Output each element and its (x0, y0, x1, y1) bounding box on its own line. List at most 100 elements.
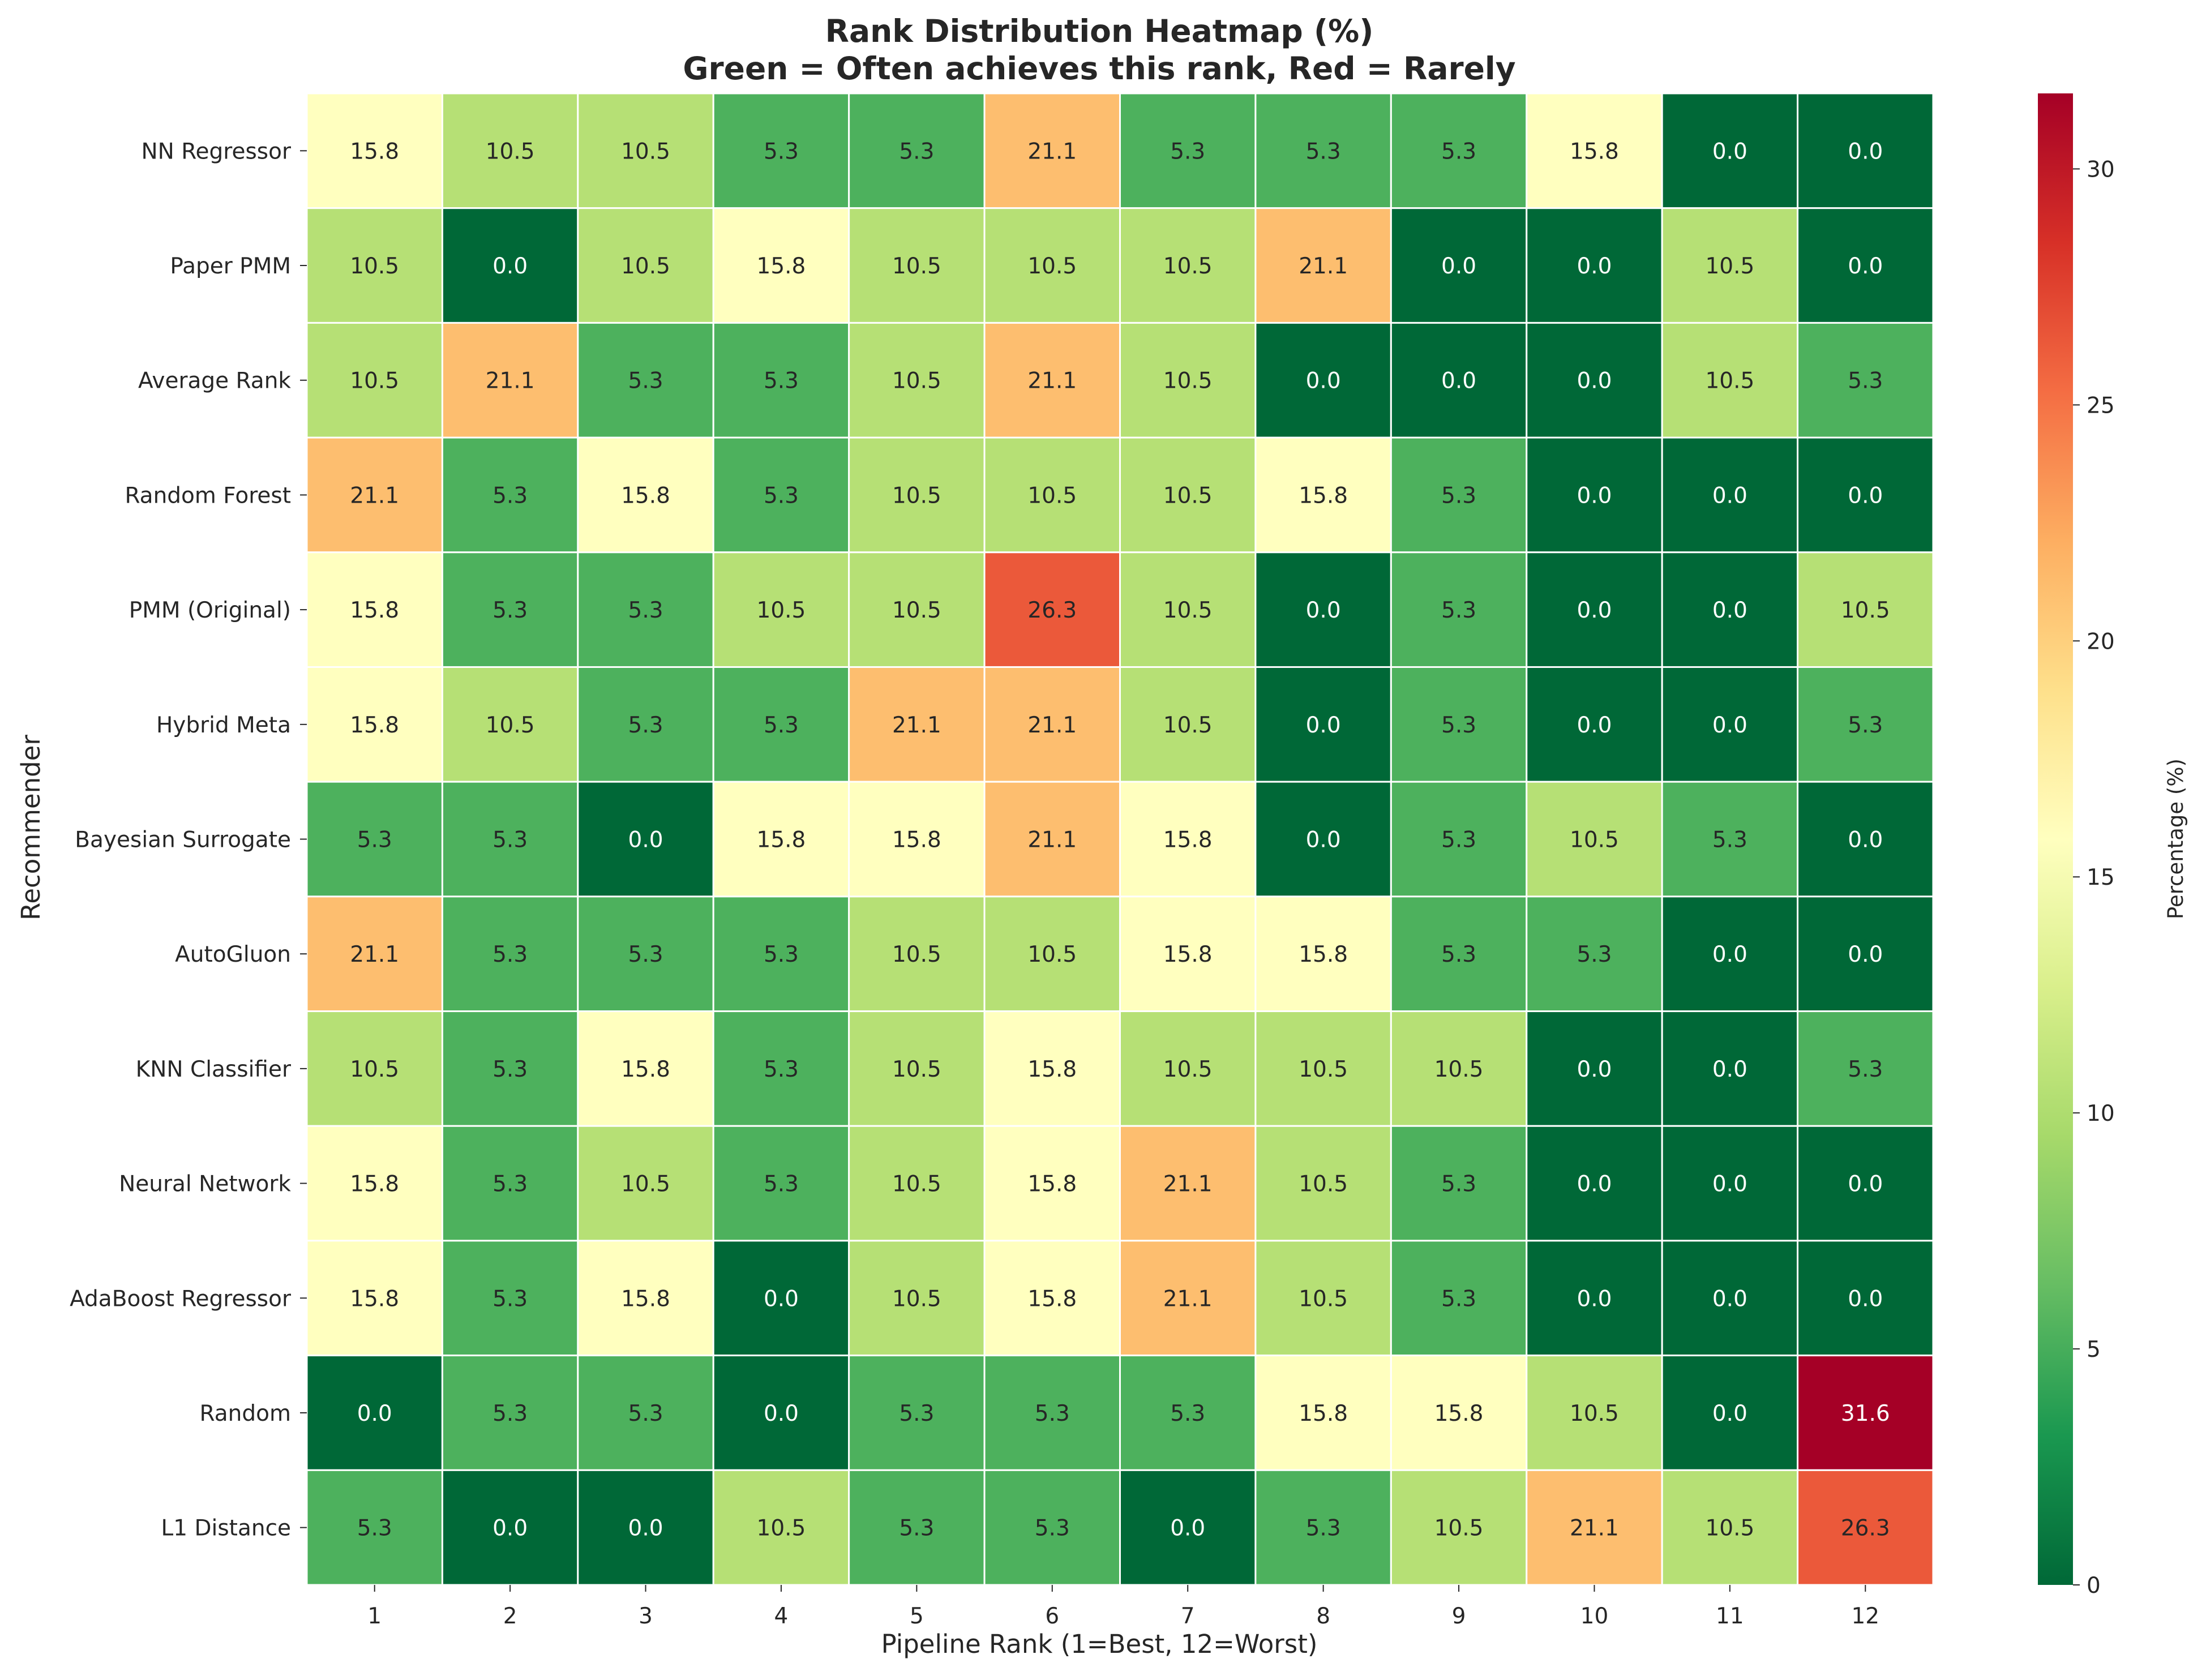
heatmap-cell (1661, 1240, 1799, 1357)
y-tick-label: NN Regressor (141, 139, 292, 164)
heatmap-cell-value: 0.0 (492, 1516, 528, 1541)
x-tick-label: 11 (1716, 1604, 1744, 1629)
heatmap-cell-value: 10.5 (892, 1172, 941, 1197)
heatmap-cell-value: 5.3 (492, 942, 528, 967)
heatmap-cell-value: 0.0 (1577, 713, 1612, 738)
heatmap-cell (1119, 551, 1257, 668)
heatmap-cell-value: 5.3 (492, 598, 528, 623)
heatmap-cell-value: 10.5 (1841, 598, 1890, 623)
heatmap-cell-value: 0.0 (628, 828, 663, 853)
heatmap-cell (983, 92, 1121, 209)
heatmap-cell-value: 0.0 (1441, 368, 1476, 394)
heatmap-cell-value: 15.8 (350, 1172, 399, 1197)
heatmap-cell (1119, 436, 1257, 554)
heatmap-cell (441, 1125, 579, 1242)
heatmap-cell (1119, 666, 1257, 783)
heatmap-cell-value: 15.8 (350, 713, 399, 738)
heatmap-cell (1254, 1125, 1392, 1242)
heatmap-cell-value: 10.5 (892, 942, 941, 967)
x-tick-label: 4 (774, 1604, 789, 1629)
heatmap-cell-value: 5.3 (1441, 139, 1476, 164)
heatmap-cell-value: 21.1 (1163, 1172, 1213, 1197)
heatmap-cell-value: 5.3 (1441, 483, 1476, 508)
heatmap-cell (983, 1469, 1121, 1586)
heatmap-cell-value: 10.5 (486, 713, 535, 738)
x-tick-label: 8 (1316, 1604, 1330, 1629)
heatmap-cell (848, 551, 986, 668)
heatmap-cell (441, 781, 579, 898)
heatmap-cell (441, 551, 579, 668)
y-tick-label: Average Rank (138, 368, 291, 394)
heatmap-cell-value: 0.0 (1577, 254, 1612, 279)
heatmap-cell-value: 5.3 (1306, 139, 1341, 164)
colorbar-ticks: 0 5 10 15 20 25 30 (2073, 157, 2115, 1598)
heatmap-cell (306, 551, 443, 668)
heatmap-cell (577, 436, 714, 554)
heatmap-cell-value: 0.0 (1848, 1172, 1883, 1197)
heatmap-cell (1661, 436, 1799, 554)
heatmap-cell (1254, 551, 1392, 668)
heatmap-cell-value: 5.3 (764, 1172, 799, 1197)
heatmap-cell-value: 10.5 (1163, 598, 1213, 623)
heatmap-cell-value: 5.3 (1577, 942, 1612, 967)
heatmap-cell-value: 21.1 (350, 942, 399, 967)
heatmap-cell-value: 21.1 (892, 713, 941, 738)
heatmap-cell-value: 15.8 (1027, 1057, 1077, 1082)
heatmap-cell (1797, 207, 1934, 324)
heatmap-cell-value: 5.3 (1848, 713, 1883, 738)
heatmap-cell-value: 15.8 (1299, 483, 1348, 508)
heatmap-cell-value: 5.3 (628, 368, 663, 394)
y-tick-label: AdaBoost Regressor (70, 1286, 292, 1312)
heatmap-cell (1119, 781, 1257, 898)
colorbar-tick-label: 20 (2087, 629, 2115, 654)
heatmap-cell (1797, 1469, 1934, 1586)
heatmap-cell-value: 21.1 (1027, 713, 1077, 738)
heatmap-cell (577, 1355, 714, 1471)
colorbar: 0 5 10 15 20 25 30 Percentage (%) (2038, 93, 2188, 1598)
heatmap-cell-value: 10.5 (892, 1286, 941, 1312)
heatmap-cell-value: 10.5 (892, 368, 941, 394)
heatmap-cell-value: 0.0 (1170, 1516, 1205, 1541)
heatmap-cell (712, 1469, 850, 1586)
heatmap-cell (983, 436, 1121, 554)
heatmap-cell (848, 781, 986, 898)
heatmap-cell-value: 5.3 (764, 713, 799, 738)
heatmap-cell (577, 322, 714, 439)
colorbar-tick-label: 5 (2087, 1337, 2101, 1362)
heatmap-cell (1797, 666, 1934, 783)
heatmap-cell (1661, 322, 1799, 439)
chart-title: Rank Distribution Heatmap (%) Green = Of… (683, 13, 1515, 87)
heatmap-cell (848, 92, 986, 209)
heatmap-cell (1661, 1010, 1799, 1127)
heatmap-cell-value: 10.5 (892, 483, 941, 508)
heatmap-cell-value: 21.1 (1027, 368, 1077, 394)
heatmap-cell-value: 0.0 (1712, 942, 1747, 967)
heatmap-cell (1254, 666, 1392, 783)
heatmap-cell (577, 1469, 714, 1586)
heatmap-cell (306, 1010, 443, 1127)
heatmap-cell-value: 5.3 (764, 139, 799, 164)
x-tick-label: 7 (1181, 1604, 1195, 1629)
heatmap-cell-value: 0.0 (1712, 598, 1747, 623)
heatmap-cell (1797, 895, 1934, 1013)
heatmap-cell-labels: 15.8 10.5 10.5 5.3 5.3 21.1 5.3 5.3 5.3 15.8 0.0 0.… (350, 139, 1890, 1541)
heatmap-cell-value: 0.0 (1848, 828, 1883, 853)
heatmap-cell-value: 21.1 (1163, 1286, 1213, 1312)
heatmap-cell-value: 0.0 (764, 1286, 799, 1312)
heatmap-cell-value: 21.1 (350, 483, 399, 508)
colorbar-tick-label: 10 (2087, 1101, 2115, 1126)
heatmap-cell-value: 15.8 (1027, 1172, 1077, 1197)
heatmap-cell-value: 0.0 (1577, 1057, 1612, 1082)
heatmap-cell-value: 0.0 (1712, 1401, 1747, 1426)
heatmap-cell (712, 207, 850, 324)
heatmap-cell (306, 92, 443, 209)
heatmap-cell (1797, 1355, 1934, 1471)
heatmap-cell-value: 0.0 (357, 1401, 392, 1426)
heatmap-cell (1119, 1010, 1257, 1127)
heatmap-cell (1661, 1355, 1799, 1471)
colorbar-tick-label: 30 (2087, 157, 2115, 182)
heatmap-cell-value: 0.0 (1848, 483, 1883, 508)
heatmap-cell-value: 15.8 (1434, 1401, 1484, 1426)
y-tick-label: AutoGluon (175, 942, 291, 967)
heatmap-cell (306, 436, 443, 554)
